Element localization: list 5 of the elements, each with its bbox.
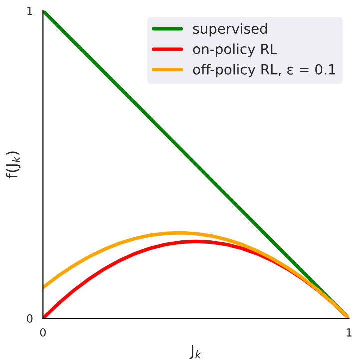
legend-label: off-policy RL, ε = 0.1: [193, 64, 336, 78]
y-axis-title: f(J$_{k}$): [6, 152, 21, 179]
legend-label: supervised: [193, 23, 268, 37]
legend-label: on-policy RL: [193, 44, 278, 58]
x-axis-title: J$_{k}$: [190, 345, 202, 360]
